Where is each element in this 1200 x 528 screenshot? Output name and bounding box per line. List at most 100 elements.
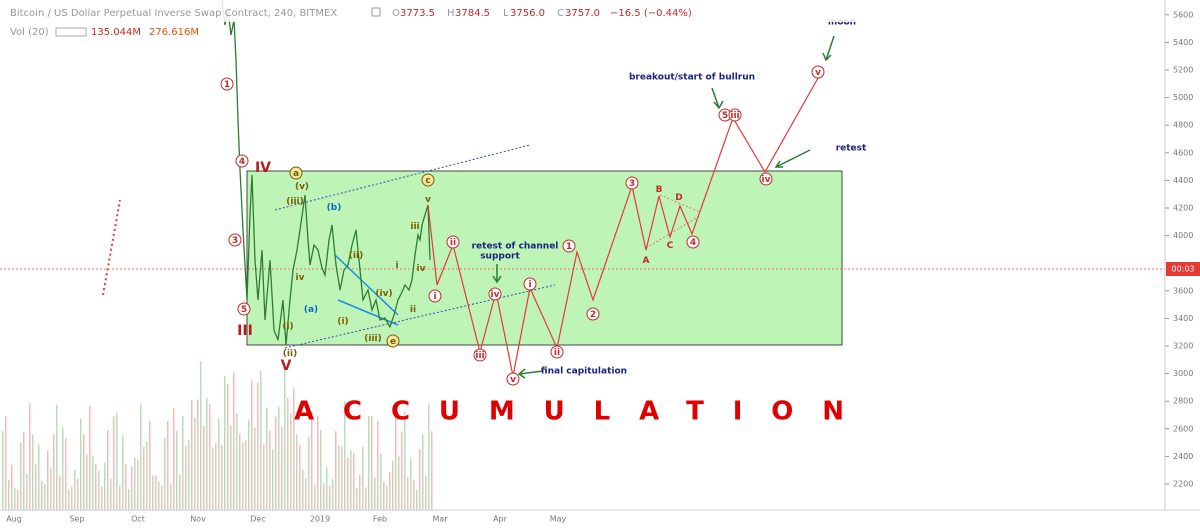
wave-label: D [675,193,682,203]
volume-bar [254,427,256,510]
wave-circle [586,307,600,321]
volume-bar [203,425,205,510]
time-tick-label: Oct [131,515,145,524]
wave-label: (ii) [349,251,363,261]
volume-bar [386,485,388,510]
time-axis-bg [0,510,1165,528]
volume-bar [215,443,217,510]
price-tick-label: 4600 [1173,148,1193,157]
volume-bar [113,416,115,510]
volume-bar [269,430,271,510]
price-tick-label: 3000 [1173,369,1193,378]
icon[interactable] [371,7,381,17]
volume-bar [32,434,34,510]
arrows [492,35,835,379]
time-tick-label: Apr [493,515,508,524]
time-tick-label: Nov [190,515,206,524]
volume-bar [188,440,190,510]
wave-label: v [815,68,821,78]
wave-label: iii [475,351,484,361]
volume-bar [131,466,133,510]
volume-bar [20,442,22,510]
wave-label: (iii) [286,197,303,207]
volume-bar [293,388,295,510]
volume-bar [173,408,175,510]
volume-bar [209,404,211,510]
volume-bar [167,421,169,510]
volume-bar [41,480,43,510]
volume-bar [338,445,340,510]
volume-bar [230,425,232,510]
volume-bar [323,483,325,510]
volume-bar [425,475,427,510]
annotation: support [480,252,520,262]
ohlc-label: O [392,8,400,19]
volume-bar [17,489,19,510]
ohlc-value: 3784.5 [455,8,490,19]
wave-labels: 1 4 3 5 a (v) (iii) (b) (ii) (iv) (i) (iii) (a) (i) (i… [220,65,825,386]
arrow [822,35,835,62]
wave-label: (b) [327,203,342,213]
volume-bar [152,475,154,510]
price-tick-label: 2800 [1173,397,1193,406]
volume-bar [290,412,292,510]
volume-bar [26,473,28,510]
red-dotted-line [102,199,121,296]
volume-bar [350,449,352,510]
volume-bar [326,467,328,510]
volume-bar [47,450,49,510]
volume-bar [422,434,424,510]
icon[interactable] [55,27,87,37]
volume-bar [128,488,130,510]
header: Bitcoin / US Dollar Perpetual Inverse Sw… [10,7,692,38]
volume-bar [176,430,178,510]
volume-value: 276.616M [149,27,199,38]
volume-bar [194,417,196,510]
wave-circle [811,65,825,79]
volume-label: Vol (20) [10,27,49,38]
volume-bar [140,404,142,510]
wave-label: (iv) [375,289,392,299]
time-tick-label: Dec [250,515,265,524]
volume-bar [170,483,172,510]
volume-bar [287,398,289,510]
volume-value: 135.044M [91,27,141,38]
volume-bar [8,479,10,510]
volume-bar [314,484,316,510]
volume-bar [335,431,337,510]
volume-bar [74,470,76,510]
volume-bar [281,426,283,510]
volume-bar [101,486,103,510]
volume-bar [104,462,106,510]
volume-bar [71,486,73,510]
annotation: final capitulation [541,367,627,377]
volume-bar [92,455,94,510]
volume-bar [158,481,160,510]
volume-bar [68,489,70,510]
volume-bar [146,441,148,510]
volume-bar [347,457,349,510]
arrow [517,368,544,379]
volume-bar [95,463,97,510]
wave-label: i [395,261,398,271]
volume-bar [296,434,298,510]
wave-label: a [293,169,299,179]
wave-circle [235,154,249,168]
volume-bar [320,430,322,510]
volume-bar [236,413,238,510]
wave-label: ii [410,305,416,315]
volume-bar [311,412,313,510]
volume-bar [185,446,187,510]
wave-circle [562,239,576,253]
price-tag-label: 00:03 [1171,265,1194,274]
volume-bar [380,453,382,510]
wave-label: iv [417,264,426,274]
annotation: retest [836,144,867,154]
volume-bar [407,476,409,510]
wave-label: V [281,358,292,374]
price-tick-label: 5200 [1173,66,1193,75]
ohlc-label: L [503,8,509,19]
price-tick-label: 5400 [1173,38,1193,47]
wave-label: 4 [690,238,696,248]
